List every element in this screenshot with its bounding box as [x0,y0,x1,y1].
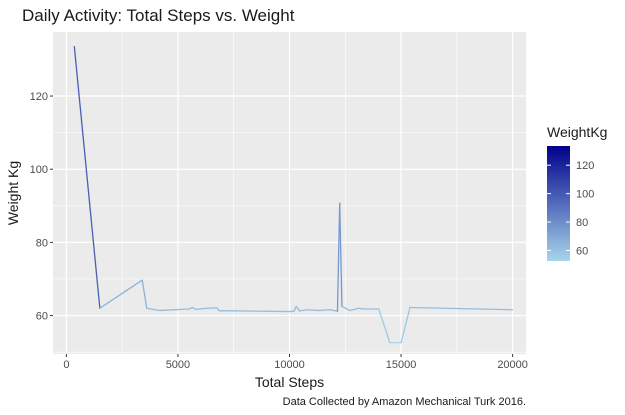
chart-title: Daily Activity: Total Steps vs. Weight [22,6,295,25]
series-line-segment [306,309,320,312]
x-tick-label: 0 [63,359,69,371]
legend-tick-label: 80 [576,217,588,229]
series-line-segment [358,307,364,310]
series-line-segment [339,202,343,308]
series-line [73,45,514,344]
plot-panel [53,32,526,354]
series-line-segment [317,309,331,312]
legend-ticks: 60 80 100 120 [547,160,594,257]
y-tick-label: 120 [30,91,48,103]
series-line-segment [141,279,148,309]
legend-tick-label: 60 [576,245,588,257]
y-axis: 60 80 100 120 [30,91,53,323]
y-tick-label: 60 [36,311,48,323]
series-line-segment [400,306,411,344]
legend-tick-label: 120 [576,160,594,172]
x-axis: 0 5000 10000 15000 20000 [63,354,528,371]
series-line-segment [409,306,514,311]
x-tick-label: 5000 [166,359,190,371]
y-tick-label: 80 [36,237,48,249]
x-tick-label: 20000 [497,359,528,371]
legend-tick-label: 100 [576,189,594,201]
series-line-segment [349,307,360,312]
series-line-segment [99,279,143,309]
series-line-segment [341,305,351,312]
series-line-segment [293,305,297,312]
x-tick-label: 10000 [274,359,305,371]
series-line-segment [295,305,301,312]
series-line-segment [195,307,208,311]
series-line-segment [298,309,308,312]
y-tick-label: 100 [30,164,48,176]
series-line-segment [146,307,161,312]
grid-lines [53,32,526,354]
series-line-segment [233,310,291,313]
series-line-segment [336,202,341,312]
y-axis-title: Weight Kg [5,161,21,225]
x-axis-title: Total Steps [255,374,324,390]
legend-colorbar [547,146,570,261]
series-line-segment [159,308,190,312]
series-line-segment [73,45,101,309]
series-line-segment [378,308,391,344]
series-line-segment [329,309,339,312]
x-tick-label: 15000 [386,359,417,371]
legend: WeightKg 60 80 100 120 [547,124,607,261]
caption: Data Collected by Amazon Mechanical Turk… [283,396,526,408]
legend-title: WeightKg [547,124,607,140]
